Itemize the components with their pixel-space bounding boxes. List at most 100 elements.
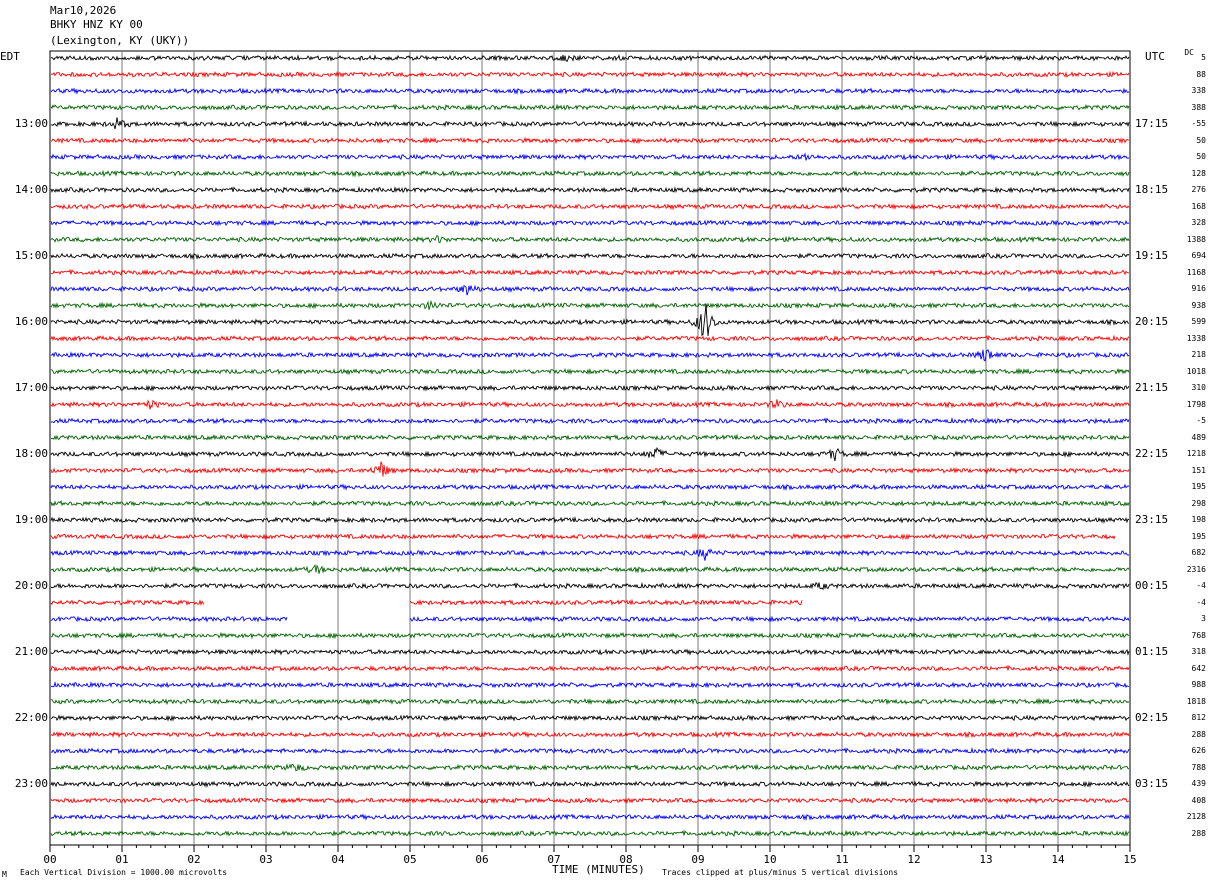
seismic-trace [50, 763, 1130, 772]
seismic-trace [50, 829, 1130, 837]
dc-offset-label: 988 [1191, 680, 1206, 689]
seismic-trace [50, 303, 1130, 337]
seismic-trace [50, 796, 1130, 805]
left-hour-label: 23:00 [14, 777, 48, 790]
dc-offset-label: 489 [1191, 432, 1206, 442]
right-hour-label: 22:15 [1135, 447, 1169, 460]
seismic-trace [50, 648, 1130, 656]
dc-offset-label: 1818 [1186, 696, 1206, 706]
seismic-trace [50, 516, 1130, 524]
dc-offset-label: 2316 [1186, 564, 1206, 574]
seismic-trace [50, 117, 1130, 130]
seismic-trace [50, 598, 803, 607]
left-hour-label: 19:00 [14, 513, 48, 526]
x-axis-title: TIME (MINUTES) [552, 863, 645, 876]
seismic-trace [50, 461, 1130, 477]
seismic-trace [50, 664, 1130, 673]
seismic-trace [50, 219, 1130, 227]
seismic-trace [50, 234, 1130, 244]
dc-offset-label: 288 [1191, 828, 1206, 838]
dc-offset-label: 338 [1191, 86, 1206, 95]
right-hour-label: 21:15 [1135, 381, 1169, 394]
dc-offset-label: 128 [1191, 168, 1206, 178]
dc-offset-label: -5 [1196, 416, 1206, 425]
left-hour-label: 21:00 [14, 645, 48, 658]
dc-offset-label: 2128 [1186, 812, 1206, 821]
seismic-traces [50, 54, 1130, 837]
left-hour-label: 16:00 [14, 315, 48, 328]
time-axis [49, 845, 1131, 852]
right-hour-label: 01:15 [1135, 645, 1169, 658]
dc-offset-label: 812 [1191, 713, 1206, 722]
left-hour-label: 14:00 [14, 183, 48, 196]
seismic-trace [50, 252, 1130, 260]
dc-offset-label: -55 [1191, 119, 1206, 128]
dc-offset-label: 195 [1191, 482, 1206, 491]
x-tick-label: 07 [547, 853, 561, 866]
dc-offset-label: 328 [1191, 218, 1206, 227]
dc-offset-label: 694 [1191, 251, 1206, 260]
x-tick-label: 12 [907, 853, 921, 866]
seismic-trace [50, 780, 1130, 788]
corner-mark: M [2, 870, 7, 879]
right-hour-label: 03:15 [1135, 777, 1169, 790]
seismic-trace [50, 680, 1130, 689]
seismic-trace [50, 564, 1130, 574]
x-tick-label: 10 [763, 853, 777, 866]
seismic-trace [50, 185, 1130, 194]
seismic-trace [50, 746, 1130, 755]
dc-offset-label: -4 [1196, 581, 1206, 590]
left-hour-label: 15:00 [14, 249, 48, 262]
x-tick-label: 14 [1051, 853, 1065, 866]
station-location: (Lexington, KY (UKY)) [50, 34, 190, 47]
seismic-trace [50, 152, 1130, 161]
plot-frame [49, 50, 1131, 846]
seismic-trace [50, 697, 1130, 706]
seismic-trace [50, 499, 1130, 507]
clip-note: Traces clipped at plus/minus 5 vertical … [662, 868, 899, 877]
dc-offset-label: 5 [1201, 53, 1206, 62]
right-hour-label: 18:15 [1135, 183, 1169, 196]
dc-offset-label: 310 [1191, 383, 1206, 392]
right-timezone-label: UTC [1145, 50, 1165, 63]
seismic-trace [50, 714, 1130, 722]
dc-offset-label: 626 [1191, 746, 1206, 755]
seismic-trace [50, 548, 1130, 561]
seismic-trace [50, 54, 1130, 63]
dc-offset-label: 599 [1191, 317, 1206, 326]
x-tick-label: 11 [835, 853, 849, 866]
dc-offset-label: 642 [1191, 663, 1206, 673]
dc-offset-label: 1018 [1186, 366, 1206, 376]
seismic-trace [50, 532, 1116, 541]
x-tick-label: 00 [43, 853, 57, 866]
dc-offset-label: 168 [1191, 201, 1206, 211]
left-hour-label: 13:00 [14, 117, 48, 130]
left-hour-label: 22:00 [14, 711, 48, 724]
left-hour-label: 18:00 [14, 447, 48, 460]
dc-offset-label: 788 [1191, 762, 1206, 772]
x-tick-label: 03 [259, 853, 273, 866]
dc-offset-label: 1168 [1186, 267, 1206, 277]
dc-offset-label: 50 [1196, 152, 1206, 161]
seismic-trace [50, 416, 1130, 425]
x-tick-label: 05 [403, 853, 417, 866]
seismic-trace [50, 284, 1130, 296]
seismic-trace [50, 399, 1130, 410]
dc-offset-header: DC [1184, 48, 1194, 57]
right-hour-label: 17:15 [1135, 117, 1169, 130]
right-hour-label: 00:15 [1135, 579, 1169, 592]
left-hour-label: 17:00 [14, 381, 48, 394]
x-tick-label: 06 [475, 853, 489, 866]
dc-offset-label: 408 [1191, 795, 1206, 805]
x-tick-label: 15 [1123, 853, 1137, 866]
left-timezone-label: EDT [0, 50, 20, 63]
seismic-trace [50, 268, 1130, 277]
dc-offset-label: 439 [1191, 779, 1206, 788]
dc-offset-label: -4 [1196, 597, 1206, 607]
dc-offset-label: 198 [1191, 515, 1206, 524]
station-code: BHKY HNZ KY 00 [50, 18, 143, 31]
seismic-trace [50, 87, 1130, 95]
seismic-trace [51, 367, 1130, 376]
dc-offset-label: 318 [1191, 647, 1206, 656]
